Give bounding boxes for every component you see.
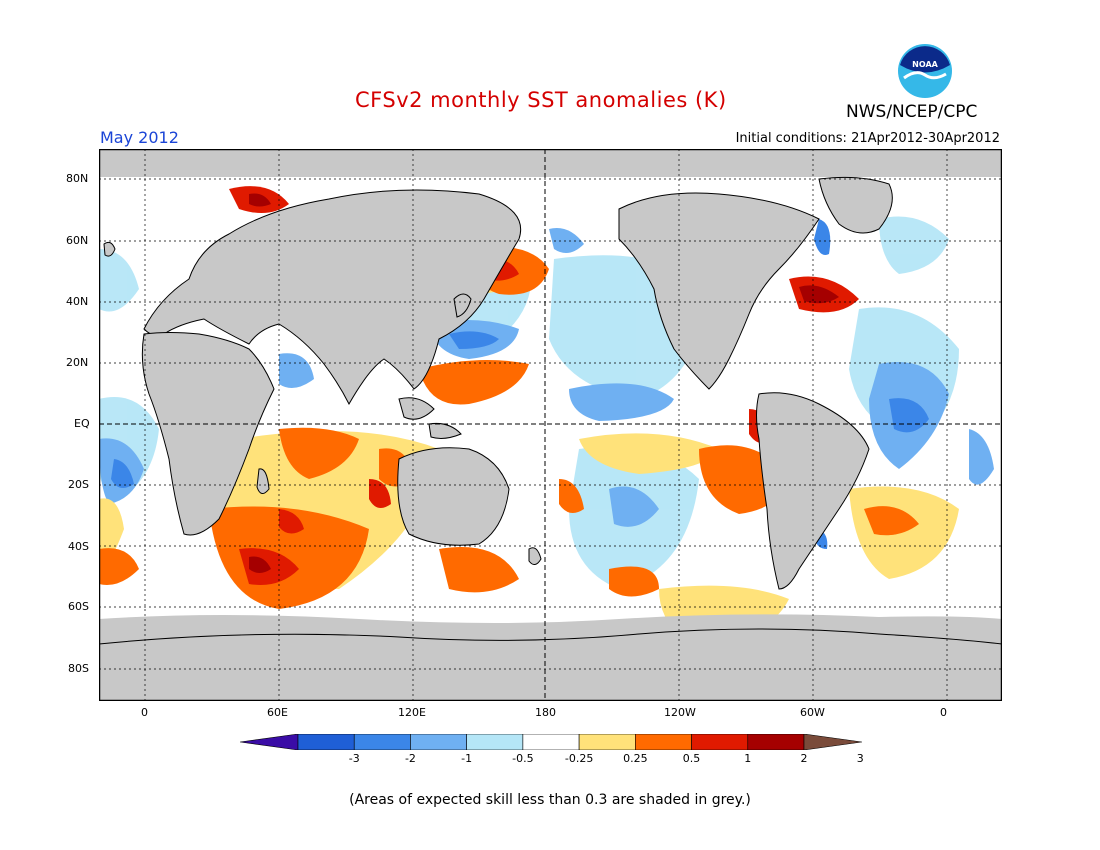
lat-label: 80S [68, 662, 89, 675]
colorbar-segment [578, 734, 636, 750]
colorbar-tick-label: 2 [800, 752, 808, 765]
initial-conditions-label: Initial conditions: 21Apr2012-30Apr2012 [735, 131, 1000, 146]
lat-label: 40N [66, 295, 89, 308]
lat-label: 80N [66, 172, 89, 185]
organization-label: NWS/NCEP/CPC [846, 102, 978, 122]
colorbar-segment [691, 734, 749, 750]
lat-label: 60N [66, 234, 89, 247]
lon-label: 60E [267, 706, 288, 719]
lat-label: EQ [74, 417, 90, 430]
colorbar-tick-label: -0.5 [512, 752, 534, 765]
colorbar-tick-label: 3 [856, 752, 864, 765]
lon-label: 0 [141, 706, 148, 719]
lon-label: 120W [664, 706, 696, 719]
colorbar-segment [803, 734, 862, 750]
colorbar-tick-label: -0.25 [564, 752, 594, 765]
colorbar [240, 734, 862, 750]
lon-label: 0 [940, 706, 947, 719]
colorbar-segment [466, 734, 524, 750]
lon-label: 60W [800, 706, 825, 719]
month-label: May 2012 [100, 128, 179, 147]
colorbar-segment [410, 734, 467, 750]
chart-title: CFSv2 monthly SST anomalies (K) [355, 88, 727, 112]
noaa-logo: NOAA [897, 43, 953, 99]
lat-label: 20S [68, 478, 89, 491]
colorbar-segment [635, 734, 692, 750]
colorbar-tick-label: 0.25 [623, 752, 648, 765]
colorbar-segment [297, 734, 355, 750]
colorbar-tick-label: -2 [404, 752, 416, 765]
colorbar-segment [240, 734, 299, 750]
colorbar-segment [353, 734, 411, 750]
lon-label: 120E [398, 706, 426, 719]
colorbar-segment [747, 734, 805, 750]
colorbar-tick-label: -1 [461, 752, 473, 765]
lat-label: 60S [68, 600, 89, 613]
sst-anomaly-map [98, 148, 1003, 702]
lat-label: 20N [66, 356, 89, 369]
colorbar-segment [522, 734, 580, 750]
lat-label: 40S [68, 540, 89, 553]
colorbar-tick-label: 0.5 [682, 752, 701, 765]
svg-text:NOAA: NOAA [912, 60, 938, 69]
colorbar-tick-label: -3 [348, 752, 360, 765]
lon-label: 180 [535, 706, 556, 719]
colorbar-tick-label: 1 [744, 752, 752, 765]
footnote: (Areas of expected skill less than 0.3 a… [349, 792, 751, 808]
